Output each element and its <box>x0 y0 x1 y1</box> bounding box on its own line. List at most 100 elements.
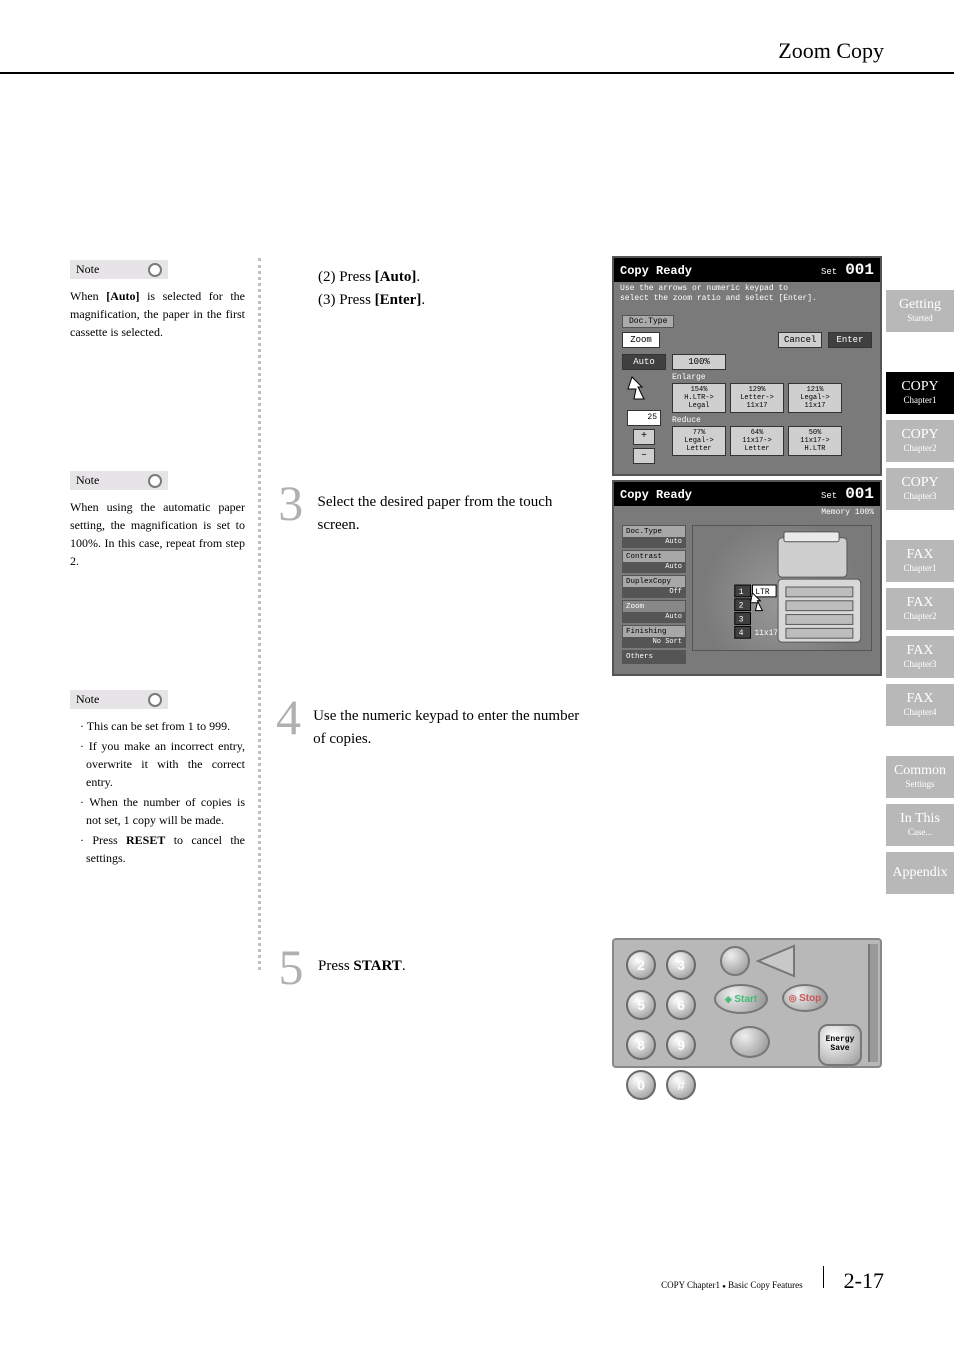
key-6[interactable]: 6 <box>666 990 696 1020</box>
stop-label: Stop <box>799 993 821 1004</box>
lcd2-tab-duplex[interactable]: DuplexCopyOff <box>622 575 686 598</box>
clear-triangle-icon[interactable] <box>756 944 796 978</box>
lcd1-100pct[interactable]: 100% <box>672 354 726 370</box>
s5-pre: Press <box>318 958 353 974</box>
s5-suf: . <box>402 958 406 974</box>
side-tab-getting-started[interactable]: GettingStarted <box>886 290 954 332</box>
lcd1-sub2: select the zoom ratio and select [Enter]… <box>620 294 874 304</box>
lcd1-doctype: Doc.Type <box>622 315 674 328</box>
lcd1-enlarge-cell[interactable]: 121%Legal->11x17 <box>788 383 842 413</box>
note-label-1: Note <box>70 260 168 279</box>
page-header-title: Zoom Copy <box>778 38 884 64</box>
side-tab-copy-chapter1[interactable]: COPYChapter1 <box>886 372 954 414</box>
side-tab-appendix[interactable]: Appendix <box>886 852 954 894</box>
s2a-pre: (2) Press <box>318 269 375 285</box>
lcd1-minus-button[interactable]: – <box>633 448 655 464</box>
step-4: 4 Use the numeric keypad to enter the nu… <box>274 697 594 752</box>
key-8[interactable]: 8 <box>626 1030 656 1060</box>
side-tab-common-settings[interactable]: CommonSettings <box>886 756 954 798</box>
lcd1-subtitle: Use the arrows or numeric keypad to sele… <box>614 282 880 305</box>
side-tab-fax-chapter4[interactable]: FAXChapter4 <box>886 684 954 726</box>
lcd-paper-screen: Copy Ready Set 001 Memory 100% Doc.TypeA… <box>612 480 882 676</box>
note-label-text: Note <box>76 262 99 277</box>
note-3-item: This can be set from 1 to 999. <box>80 717 245 735</box>
lcd1-reduce-cell[interactable]: 64%11x17->Letter <box>730 426 784 456</box>
step-2-sub: (2) Press [Auto]. (3) Press [Enter]. <box>274 258 594 313</box>
note-2: Note When using the automatic paper sett… <box>70 471 245 570</box>
side-tab-line2: Started <box>886 312 954 325</box>
energy-save-button[interactable]: Energy Save <box>818 1024 862 1066</box>
side-tab-line2: Chapter3 <box>886 490 954 503</box>
step-5: 5 Press START. <box>274 947 594 987</box>
side-tab-line1: COPY <box>886 476 954 490</box>
side-tab-fax-chapter3[interactable]: FAXChapter3 <box>886 636 954 678</box>
svg-text:LTR: LTR <box>755 587 769 596</box>
note-3: Note This can be set from 1 to 999. If y… <box>70 690 245 867</box>
lcd1-enlarge-cell[interactable]: 129%Letter->11x17 <box>730 383 784 413</box>
s2b-suf: . <box>421 292 425 308</box>
s2b-pre: (3) Press <box>318 292 375 308</box>
side-tab-copy-chapter2[interactable]: COPYChapter2 <box>886 420 954 462</box>
note-circle-icon <box>148 263 162 277</box>
note-3-text: This can be set from 1 to 999. If you ma… <box>70 717 245 867</box>
s2b-bold: [Enter] <box>375 292 422 308</box>
lcd1-cancel-button[interactable]: Cancel <box>778 332 822 348</box>
lcd1-enlarge-cell[interactable]: 154%H.LTR->Legal <box>672 383 726 413</box>
lcd2-tab-doctype[interactable]: Doc.TypeAuto <box>622 525 686 548</box>
panel-edge <box>868 944 878 1062</box>
step-num-blank <box>274 258 308 313</box>
side-tab-line2: Chapter1 <box>886 394 954 407</box>
reset-button[interactable] <box>730 1026 770 1058</box>
lcd-zoom-screen: Copy Ready Set 001 Use the arrows or num… <box>612 256 882 476</box>
start-button[interactable]: ◈ Start <box>714 984 768 1014</box>
step-4-text: Use the numeric keypad to enter the numb… <box>313 697 594 752</box>
side-tab-in-this-case[interactable]: In ThisCase... <box>886 804 954 846</box>
key-2[interactable]: 2 <box>626 950 656 980</box>
s2a-suf: . <box>416 269 420 285</box>
key-9[interactable]: 9 <box>666 1030 696 1060</box>
side-tab-line1: FAX <box>886 548 954 562</box>
key-5[interactable]: 5 <box>626 990 656 1020</box>
lcd1-reduce-cell[interactable]: 77%Legal->Letter <box>672 426 726 456</box>
key-hash[interactable]: # <box>666 1070 696 1100</box>
side-tab-fax-chapter2[interactable]: FAXChapter2 <box>886 588 954 630</box>
note-3-item: Press RESET to cancel the settings. <box>80 831 245 867</box>
note-1-bold: [Auto] <box>106 289 139 303</box>
lcd2-printer-graphic: 1 LTR 2 3 4 11x17 <box>692 525 872 651</box>
lcd2-count: 001 <box>845 485 874 503</box>
lcd2-tab-others[interactable]: Others <box>622 650 686 664</box>
note-1: Note When [Auto] is selected for the mag… <box>70 260 245 341</box>
lcd2-tab-zoom[interactable]: ZoomAuto <box>622 600 686 623</box>
side-tab-line2: Chapter4 <box>886 706 954 719</box>
lcd2-tab-contrast[interactable]: ContrastAuto <box>622 550 686 573</box>
note-1-text: When [Auto] is selected for the magnific… <box>70 287 245 341</box>
contrast-dial[interactable] <box>720 946 750 976</box>
lcd1-plus-button[interactable]: + <box>633 429 655 445</box>
lcd1-reduce-cell[interactable]: 50%11x17->H.LTR <box>788 426 842 456</box>
lcd2-side-tabs: Doc.TypeAuto ContrastAuto DuplexCopyOff … <box>622 525 686 664</box>
notes-column: Note When [Auto] is selected for the mag… <box>70 260 245 907</box>
stop-button[interactable]: ◎ Stop <box>782 984 828 1012</box>
key-3[interactable]: 3 <box>666 950 696 980</box>
key-0[interactable]: 0 <box>626 1070 656 1100</box>
lcd2-set: Set <box>821 491 837 501</box>
side-tab-line1: FAX <box>886 596 954 610</box>
step-5-num: 5 <box>274 947 308 987</box>
step-2-sub-body: (2) Press [Auto]. (3) Press [Enter]. <box>318 258 425 313</box>
lcd1-auto-button[interactable]: Auto <box>622 354 666 370</box>
side-tab-copy-chapter3[interactable]: COPYChapter3 <box>886 468 954 510</box>
page-footer: COPY Chapter1 ● Basic Copy Features 2-17 <box>661 1266 884 1294</box>
note-3-item: If you make an incorrect entry, overwrit… <box>80 737 245 791</box>
note-label-3: Note <box>70 690 168 709</box>
svg-text:1: 1 <box>739 587 744 596</box>
note-3-reset: RESET <box>126 833 165 847</box>
s2a-bold: [Auto] <box>375 269 417 285</box>
lcd2-tab-finishing[interactable]: FinishingNo Sort <box>622 625 686 648</box>
lcd1-enter-button[interactable]: Enter <box>828 332 872 348</box>
svg-text:2: 2 <box>739 601 744 610</box>
side-tab-fax-chapter1[interactable]: FAXChapter1 <box>886 540 954 582</box>
start-label: Start <box>734 994 757 1005</box>
side-tab-stack: GettingStartedCOPYChapter1COPYChapter2CO… <box>886 290 954 900</box>
lcd2-memory: Memory 100% <box>614 506 880 520</box>
note-label-text: Note <box>76 473 99 488</box>
